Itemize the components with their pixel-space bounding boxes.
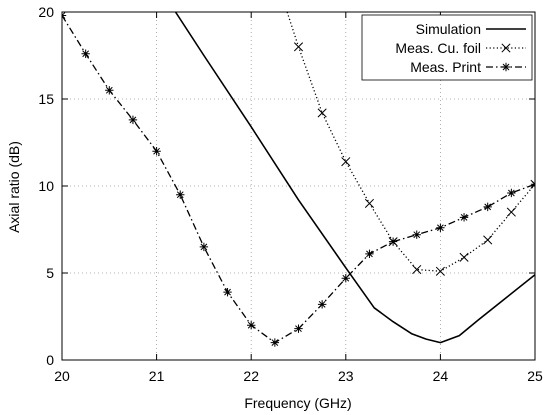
data-point-meas-print <box>105 86 114 95</box>
data-point-meas-print <box>152 147 161 156</box>
data-point-meas-print <box>507 188 516 198</box>
x-tick-label: 23 <box>338 368 354 384</box>
legend-label: Meas. Print <box>410 59 481 75</box>
data-point-meas-print <box>412 230 421 239</box>
data-point-meas-cu-foil <box>435 266 445 276</box>
y-axis-label: Axial ratio (dB) <box>6 141 22 233</box>
data-point-meas-print <box>270 338 280 347</box>
data-point-meas-cu-foil <box>317 108 327 118</box>
data-point-meas-print <box>365 249 374 259</box>
series-line-simulation <box>174 12 535 344</box>
x-tick-label: 20 <box>54 368 70 384</box>
data-point-meas-print <box>436 223 445 232</box>
legend-label: Simulation <box>416 21 481 37</box>
legend-marker-sample <box>501 62 511 72</box>
y-tick-label: 5 <box>46 265 54 281</box>
data-point-meas-cu-foil <box>483 235 493 245</box>
data-point-meas-print <box>294 324 303 333</box>
y-axis-tick-labels: 0 5 10 15 20 <box>38 4 54 368</box>
legend: Simulation Meas. Cu. foil Meas. Print <box>361 14 533 81</box>
x-tick-label: 24 <box>433 368 449 384</box>
data-point-meas-print <box>81 49 90 58</box>
data-point-meas-print <box>176 190 185 199</box>
y-tick-label: 20 <box>38 4 54 20</box>
data-point-meas-cu-foil <box>459 252 469 262</box>
legend-label: Meas. Cu. foil <box>395 40 481 56</box>
data-point-meas-print <box>341 274 350 283</box>
y-tick-label: 15 <box>38 91 54 107</box>
x-axis-tick-labels: 20 21 22 23 24 25 <box>54 368 543 384</box>
legend-marker-sample <box>501 43 511 53</box>
grid-lines <box>62 12 535 360</box>
data-point-meas-print <box>388 237 398 246</box>
x-tick-label: 21 <box>149 368 165 384</box>
tick-marks <box>61 11 536 361</box>
x-axis-label: Frequency (GHz) <box>244 395 351 411</box>
data-point-meas-cu-foil <box>412 264 422 275</box>
data-point-meas-cu-foil <box>341 157 351 167</box>
series-meas-print <box>62 12 535 347</box>
y-tick-label: 10 <box>38 178 54 194</box>
data-point-meas-cu-foil <box>364 198 375 208</box>
series-layer <box>62 12 535 347</box>
data-point-meas-print <box>483 202 492 212</box>
data-point-meas-cu-foil <box>506 207 516 217</box>
y-tick-label: 0 <box>46 352 54 368</box>
data-point-meas-print <box>247 321 256 330</box>
data-point-meas-print <box>223 287 232 297</box>
x-tick-label: 25 <box>527 368 543 384</box>
legend-entry-simulation: Simulation <box>416 21 526 37</box>
data-point-meas-print <box>199 242 209 252</box>
data-point-meas-print <box>317 300 327 309</box>
series-simulation <box>174 12 535 344</box>
x-tick-label: 22 <box>243 368 259 384</box>
data-point-meas-cu-foil <box>293 42 304 52</box>
legend-entry-meas-cu-foil: Meas. Cu. foil <box>395 40 526 56</box>
data-point-meas-print <box>128 115 138 125</box>
data-point-meas-print <box>459 213 469 222</box>
legend-entry-meas-print: Meas. Print <box>410 59 526 75</box>
